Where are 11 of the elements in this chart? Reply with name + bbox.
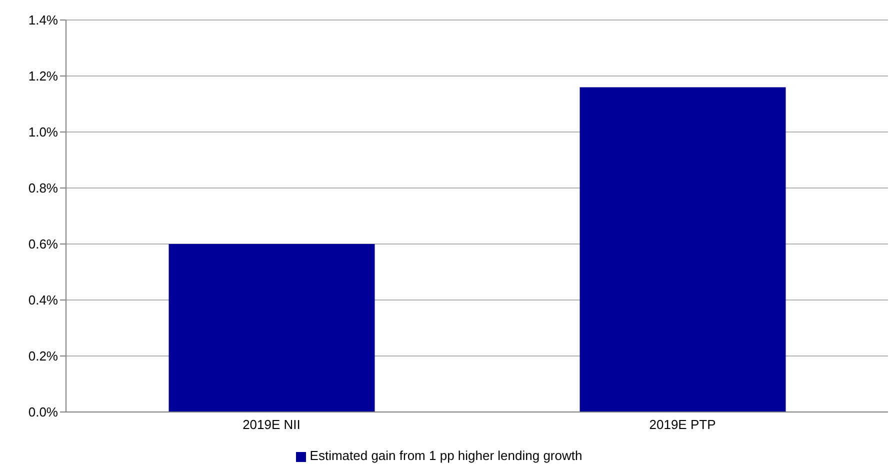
y-tick-label: 0.0% (28, 404, 58, 420)
y-tick-label: 0.8% (28, 180, 58, 196)
y-tick-label: 1.4% (28, 12, 58, 28)
x-tick-label: 2019E NII (242, 417, 300, 432)
legend-label: Estimated gain from 1 pp higher lending growth (310, 448, 582, 463)
y-tick-label: 1.2% (28, 68, 58, 84)
x-tick-label: 2019E PTP (649, 417, 716, 432)
y-tick-label: 0.6% (28, 236, 58, 252)
y-tick-label: 1.0% (28, 124, 58, 140)
y-tick-label: 0.4% (28, 292, 58, 308)
y-tick-label: 0.2% (28, 348, 58, 364)
